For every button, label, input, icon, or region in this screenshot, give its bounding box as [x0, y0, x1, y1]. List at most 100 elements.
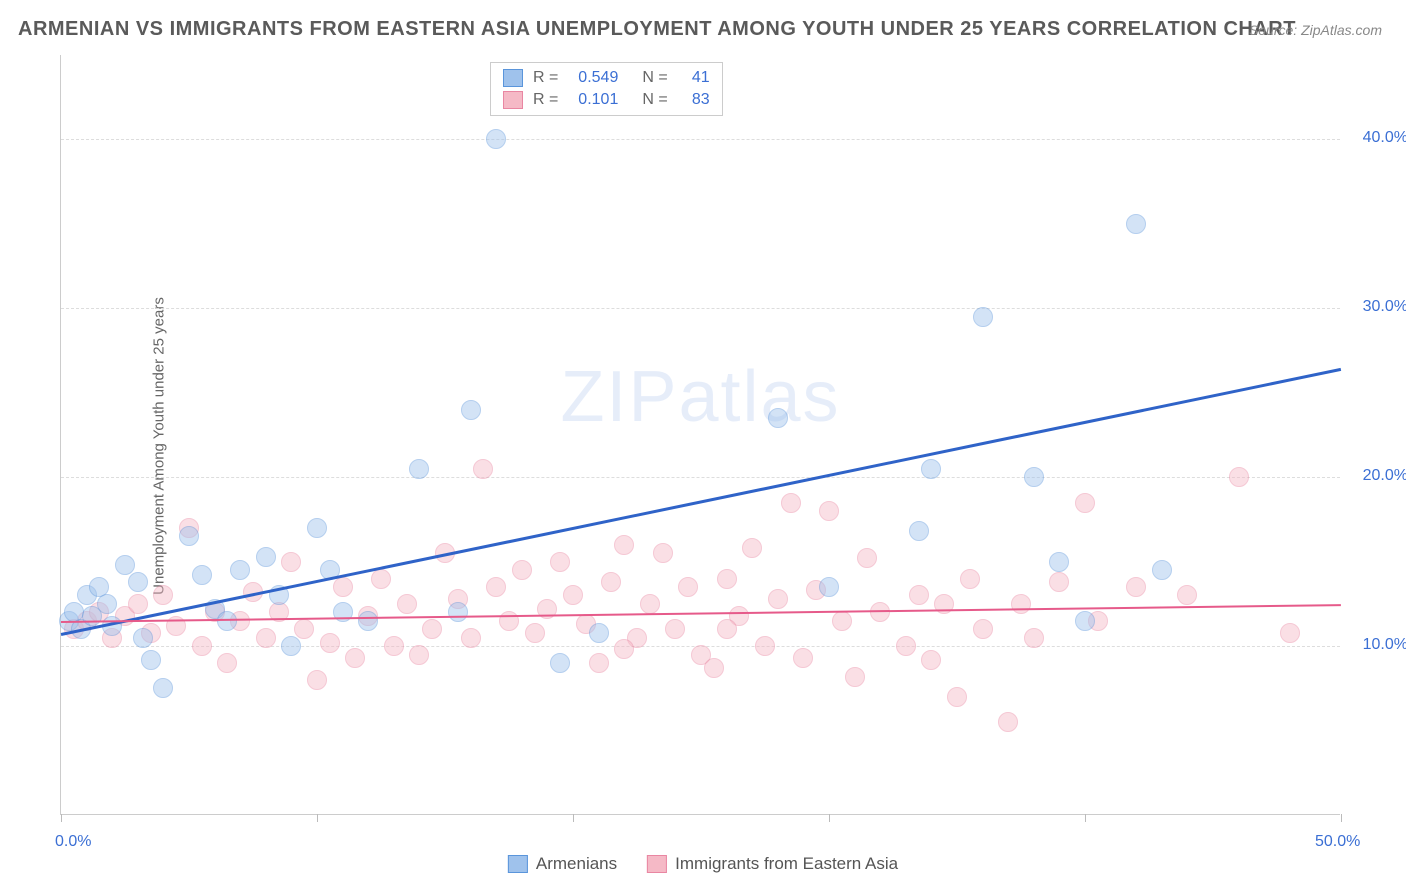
- data-point: [294, 619, 314, 639]
- y-tick-label: 10.0%: [1363, 636, 1406, 654]
- data-point: [409, 459, 429, 479]
- legend-item: Immigrants from Eastern Asia: [647, 854, 898, 874]
- data-point: [486, 129, 506, 149]
- data-point: [704, 658, 724, 678]
- legend-swatch: [647, 855, 667, 873]
- data-point: [384, 636, 404, 656]
- x-tick-label: 0.0%: [55, 833, 91, 851]
- legend-r-label: R =: [533, 69, 558, 87]
- data-point: [947, 687, 967, 707]
- y-tick-label: 40.0%: [1363, 129, 1406, 147]
- y-tick-label: 20.0%: [1363, 467, 1406, 485]
- data-point: [512, 560, 532, 580]
- data-point: [230, 560, 250, 580]
- data-point: [973, 619, 993, 639]
- data-point: [192, 565, 212, 585]
- data-point: [192, 636, 212, 656]
- legend-swatch: [508, 855, 528, 873]
- data-point: [1075, 493, 1095, 513]
- legend-swatch: [503, 69, 523, 87]
- data-point: [307, 518, 327, 538]
- data-point: [1229, 467, 1249, 487]
- data-point: [473, 459, 493, 479]
- data-point: [921, 459, 941, 479]
- data-point: [781, 493, 801, 513]
- legend-n-label: N =: [642, 91, 667, 109]
- data-point: [153, 678, 173, 698]
- data-point: [461, 400, 481, 420]
- data-point: [1280, 623, 1300, 643]
- data-point: [550, 552, 570, 572]
- correlation-legend: R =0.549N =41R =0.101N =83: [490, 62, 723, 116]
- data-point: [589, 653, 609, 673]
- data-point: [909, 585, 929, 605]
- data-point: [281, 636, 301, 656]
- data-point: [133, 628, 153, 648]
- data-point: [115, 555, 135, 575]
- data-point: [857, 548, 877, 568]
- data-point: [179, 526, 199, 546]
- data-point: [870, 602, 890, 622]
- legend-series-label: Immigrants from Eastern Asia: [675, 854, 898, 874]
- chart-title: ARMENIAN VS IMMIGRANTS FROM EASTERN ASIA…: [18, 18, 1296, 41]
- data-point: [614, 639, 634, 659]
- data-point: [589, 623, 609, 643]
- data-point: [742, 538, 762, 558]
- data-point: [1049, 572, 1069, 592]
- data-point: [256, 547, 276, 567]
- data-point: [461, 628, 481, 648]
- source-attribution: Source: ZipAtlas.com: [1249, 22, 1382, 38]
- legend-r-value: 0.101: [568, 91, 618, 109]
- data-point: [1024, 467, 1044, 487]
- data-point: [793, 648, 813, 668]
- data-point: [909, 521, 929, 541]
- data-point: [358, 611, 378, 631]
- data-point: [153, 585, 173, 605]
- data-point: [281, 552, 301, 572]
- data-point: [755, 636, 775, 656]
- legend-r-value: 0.549: [568, 69, 618, 87]
- data-point: [1024, 628, 1044, 648]
- data-point: [499, 611, 519, 631]
- legend-item: Armenians: [508, 854, 617, 874]
- data-point: [960, 569, 980, 589]
- data-point: [653, 543, 673, 563]
- data-point: [128, 572, 148, 592]
- plot-area: ZIPatlas 10.0%20.0%30.0%40.0%0.0%50.0%: [60, 55, 1340, 815]
- x-tick-mark: [573, 814, 574, 822]
- x-tick-mark: [829, 814, 830, 822]
- data-point: [563, 585, 583, 605]
- legend-row: R = 0.549 N = 41: [503, 69, 710, 87]
- data-point: [409, 645, 429, 665]
- data-point: [717, 569, 737, 589]
- data-point: [1075, 611, 1095, 631]
- data-point: [819, 501, 839, 521]
- legend-n-value: 41: [678, 69, 710, 87]
- legend-row: R =0.101N =83: [503, 91, 710, 109]
- data-point: [307, 670, 327, 690]
- data-point: [97, 594, 117, 614]
- data-point: [371, 569, 391, 589]
- data-point: [1177, 585, 1197, 605]
- data-point: [397, 594, 417, 614]
- x-tick-label: 50.0%: [1315, 833, 1360, 851]
- data-point: [1126, 577, 1146, 597]
- x-tick-mark: [1085, 814, 1086, 822]
- data-point: [525, 623, 545, 643]
- data-point: [921, 650, 941, 670]
- data-point: [678, 577, 698, 597]
- legend-swatch: [503, 91, 523, 109]
- data-point: [1152, 560, 1172, 580]
- legend-r-label: R =: [533, 91, 558, 109]
- data-point: [448, 602, 468, 622]
- legend-n-label: N =: [642, 69, 667, 87]
- data-point: [256, 628, 276, 648]
- data-point: [614, 535, 634, 555]
- trend-line: [61, 367, 1342, 635]
- data-point: [973, 307, 993, 327]
- data-point: [845, 667, 865, 687]
- data-point: [601, 572, 621, 592]
- data-point: [998, 712, 1018, 732]
- data-point: [141, 650, 161, 670]
- data-point: [217, 653, 237, 673]
